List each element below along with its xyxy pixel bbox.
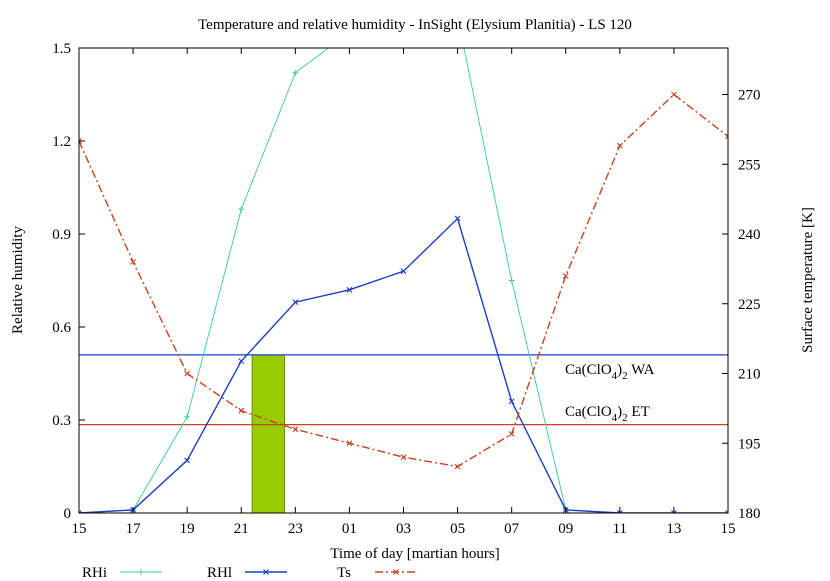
x-tick-label: 11 [613,521,627,537]
x-tick-label: 19 [180,521,195,537]
data-point-rhl-5 [346,286,353,293]
x-tick-label: 07 [504,521,520,537]
legend: RHi RHl Ts [82,565,417,581]
data-point-ts-6 [400,454,407,461]
data-point-rhi-3 [238,206,245,213]
legend-label-rhi: RHi [82,565,107,581]
x-tick-label: 03 [396,521,411,537]
axis-ticks: 15 17 19 21 23 01 03 05 07 09 11 13 1500.30.60.91.21… [52,41,760,537]
y-tick-label: 1.2 [52,134,71,150]
data-point-ts-3 [238,407,245,414]
y2-axis-label: Surface temperature [K] [800,207,816,353]
y-tick-label: 1.5 [52,41,71,57]
data-point-ts-10 [616,142,623,149]
data-point-ts-2 [184,370,191,377]
series-line-rhi [79,48,728,513]
data-point-rhl-6 [400,268,407,275]
y-tick-label: 0.9 [52,227,71,243]
wa-line-label: Ca(ClO4)2 WA [565,362,655,382]
data-point-ts-11 [671,91,677,98]
y2-tick-label: 270 [738,88,761,104]
data-point-rhl-8 [508,398,515,405]
y-axis-label: Relative humidity [10,226,26,334]
x-tick-label: 15 [721,521,736,537]
plot-area [78,8,729,514]
y2-tick-label: 180 [738,506,761,522]
data-point-rhi-8 [508,277,515,284]
data-point-ts-0 [79,138,82,144]
data-point-ts-8 [508,431,515,437]
x-tick-label: 17 [126,521,142,537]
data-point-rhl-0 [79,510,82,513]
x-tick-label: 05 [450,521,465,537]
y2-tick-label: 210 [738,367,761,383]
y-tick-label: 0.3 [52,413,71,429]
y2-tick-label: 225 [738,297,761,313]
data-point-rhl-10 [616,510,623,513]
et-line-label: Ca(ClO4)2 ET [565,404,650,424]
legend-marker-ts [393,569,399,575]
data-point-ts-5 [346,440,353,447]
data-point-rhl-2 [184,457,191,464]
data-point-rhl-12 [725,510,728,513]
y2-tick-label: 195 [738,436,761,452]
data-point-rhl-7 [454,215,461,222]
data-point-ts-1 [130,259,136,265]
data-point-ts-4 [292,426,299,433]
reference-line-labels: Ca(ClO4)2 WA Ca(ClO4)2 ET [565,362,655,424]
chart-title: Temperature and relative humidity - InSi… [198,17,632,33]
data-point-rhi-6 [401,8,407,14]
data-point-ts-12 [725,133,728,140]
x-tick-label: 09 [558,521,573,537]
x-tick-label: 23 [288,521,303,537]
data-point-rhi-4 [292,69,299,76]
x-axis-label: Time of day [martian hours] [330,546,499,562]
data-point-rhl-4 [292,299,299,306]
x-tick-label: 01 [342,521,357,537]
highlight-band [251,354,285,513]
x-tick-label: 21 [234,521,249,537]
data-point-rhl-11 [671,510,677,513]
data-point-rhi-2 [184,413,191,420]
data-point-ts-7 [454,463,461,470]
legend-marker-rhl [263,569,269,575]
x-tick-label: 13 [666,521,681,537]
x-tick-label: 15 [72,521,87,537]
data-point-rhl-3 [238,358,245,364]
y-tick-label: 0.6 [52,320,71,336]
y2-tick-label: 240 [738,227,761,243]
legend-label-rhl: RHl [207,565,232,581]
y2-tick-label: 255 [738,157,761,173]
legend-label-ts: Ts [337,565,351,581]
plot-clip-group [79,8,728,513]
y-tick-label: 0 [64,506,72,522]
legend-marker-rhi [138,569,144,575]
data-point-ts-9 [562,272,569,279]
plot-frame [78,47,729,514]
